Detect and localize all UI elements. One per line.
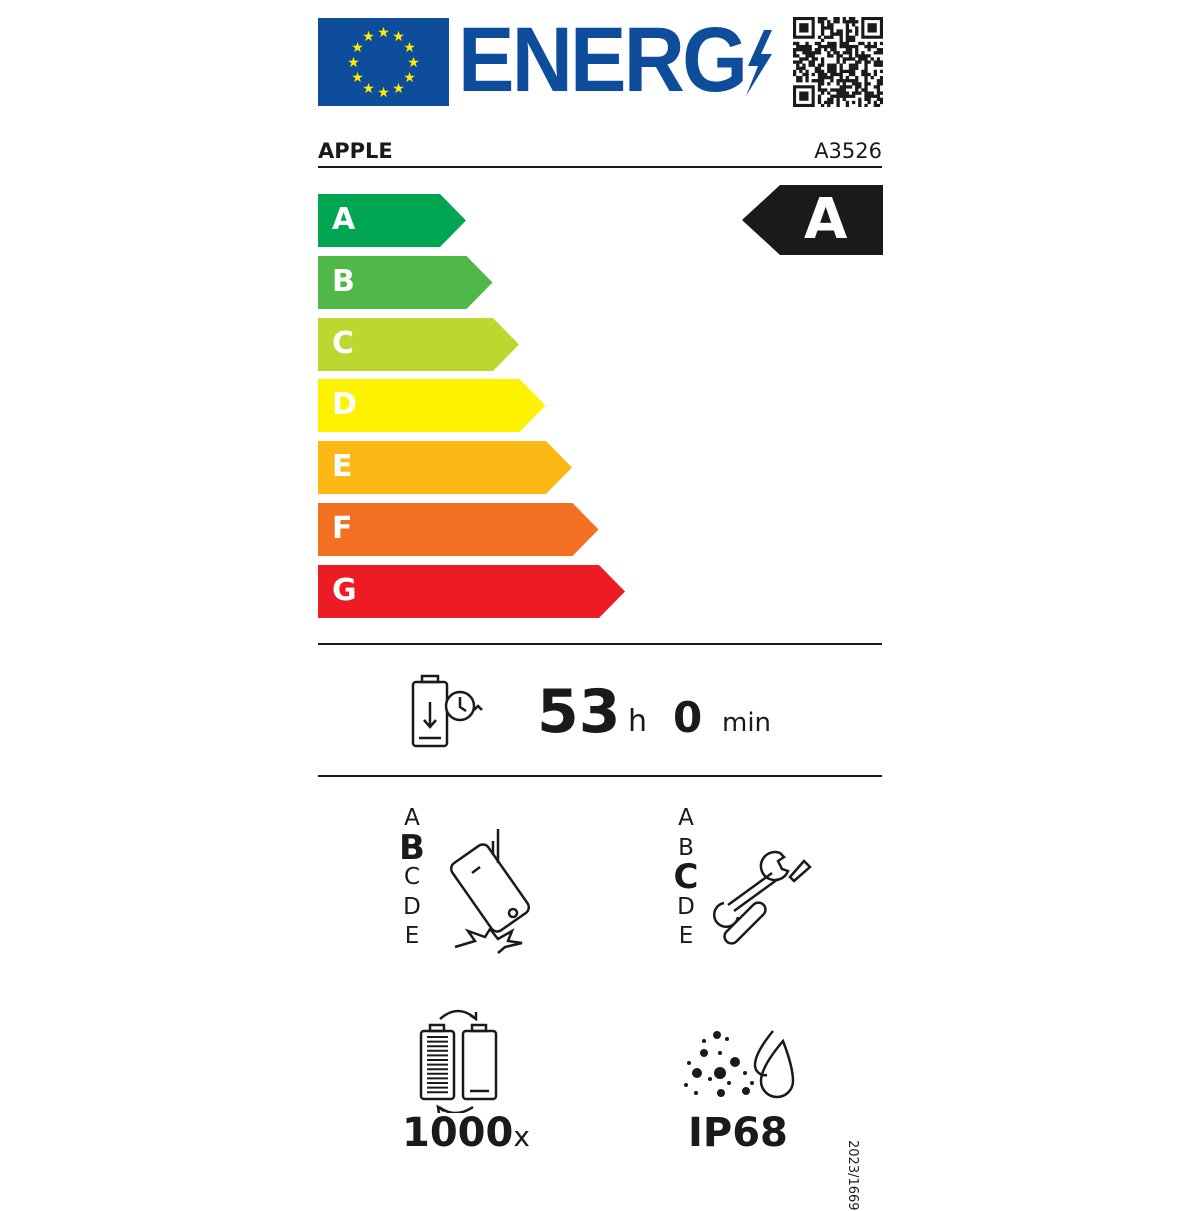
energy-class-b: B — [318, 255, 493, 309]
star-icon: ★ — [392, 81, 405, 97]
battery-cycles-value: 1000x — [402, 1110, 530, 1156]
energy-rating-arrow: A — [742, 185, 883, 255]
divider — [318, 643, 882, 645]
star-icon: ★ — [362, 29, 375, 45]
star-icon: ★ — [377, 25, 390, 41]
star-icon: ★ — [347, 55, 360, 71]
energy-class-label: F — [332, 511, 353, 546]
energy-class-e: E — [318, 441, 572, 495]
scale-letter: C — [403, 864, 421, 890]
battery-cycle-icon — [419, 1009, 498, 1113]
scale-letter: A — [404, 805, 420, 831]
star-icon: ★ — [407, 55, 420, 71]
energy-class-a: A — [318, 194, 466, 247]
star-icon: ★ — [377, 85, 390, 101]
divider — [318, 166, 882, 168]
divider — [318, 775, 882, 777]
qr-code[interactable] — [793, 17, 883, 107]
scale-letter: A — [678, 805, 694, 831]
lightning-icon — [746, 30, 772, 96]
battery-minutes: 0 — [673, 693, 703, 742]
scale-letter: D — [403, 893, 421, 920]
energy-class-label: B — [332, 263, 355, 299]
battery-clock-icon — [411, 674, 483, 748]
star-icon: ★ — [351, 70, 364, 86]
minutes-unit: min — [722, 708, 772, 738]
star-icon: ★ — [403, 70, 416, 86]
scale-letter: B — [678, 834, 694, 861]
star-icon: ★ — [392, 29, 405, 45]
energy-class-f: F — [318, 503, 599, 556]
scale-letter: E — [404, 923, 420, 949]
star-icon: ★ — [362, 81, 375, 97]
energy-class-c: C — [318, 317, 519, 371]
energy-class-g: G — [318, 564, 625, 618]
wrench-screwdriver-icon — [712, 850, 812, 945]
ip-rating: IP68 — [688, 1110, 788, 1156]
model-number: A3526 — [814, 139, 882, 163]
scale-letter: C — [673, 857, 699, 897]
eu-flag-logo: ★ ★ ★ ★ ★ ★ ★ ★ ★ ★ ★ ★ — [318, 18, 449, 106]
energy-class-label: G — [332, 572, 357, 608]
star-icon: ★ — [403, 40, 416, 56]
energy-class-label: A — [332, 202, 356, 237]
battery-hours: 53 — [537, 677, 621, 747]
energy-logo-text: ENERG — [458, 9, 748, 111]
energy-class-label: C — [332, 325, 355, 361]
scale-letter: E — [678, 923, 694, 949]
scale-letter: B — [399, 827, 425, 868]
energy-class-label: D — [332, 387, 357, 423]
dust-water-icon — [684, 1030, 795, 1099]
star-icon: ★ — [351, 40, 364, 56]
energy-class-d: D — [318, 379, 546, 433]
brand-name: APPLE — [318, 139, 393, 163]
scale-letter: D — [677, 893, 695, 920]
hours-unit: h — [628, 704, 648, 739]
falling-phone-icon — [450, 829, 531, 954]
energy-class-label: E — [332, 449, 353, 485]
